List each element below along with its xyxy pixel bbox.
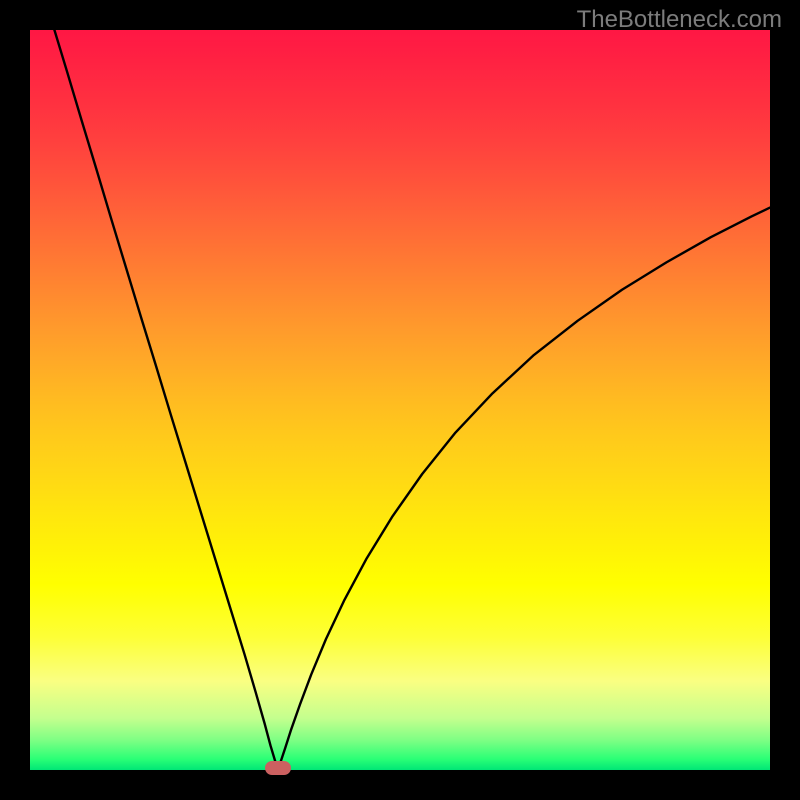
- watermark-text: TheBottleneck.com: [577, 6, 782, 34]
- chart-stage: TheBottleneck.com: [0, 0, 800, 800]
- chart-border: [0, 0, 800, 800]
- bottleneck-marker: [265, 761, 291, 775]
